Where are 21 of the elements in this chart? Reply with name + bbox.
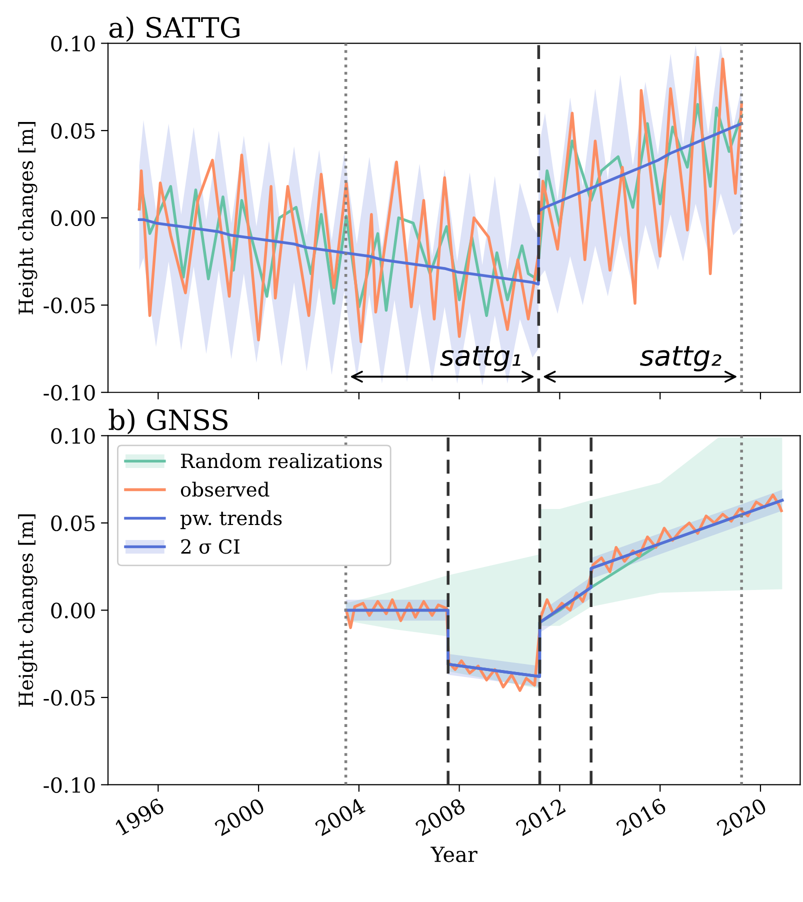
annotation: sattg₂	[640, 346, 722, 372]
y-tick-label: 0.00	[51, 210, 95, 226]
legend-label: Random realizations	[181, 453, 382, 468]
annotation: sattg₁	[440, 346, 520, 372]
y-tick-label: 0.00	[51, 602, 95, 618]
legend-label: 2 σ CI	[181, 539, 240, 554]
y-tick-label: -0.10	[44, 384, 95, 401]
y-tick-label: -0.05	[44, 298, 95, 314]
y-axis-title: Height changes [m]	[18, 122, 38, 314]
chart-title: b) GNSS	[108, 408, 228, 434]
y-axis-title: Height changes [m]	[18, 514, 38, 707]
legend-label: observed	[180, 482, 270, 497]
y-tick-label: 0.05	[51, 123, 95, 139]
y-tick-label: -0.05	[44, 690, 95, 706]
y-tick-label: -0.10	[44, 777, 95, 793]
y-tick-label: 0.10	[51, 428, 95, 444]
y-tick-label: 0.05	[51, 515, 95, 532]
x-axis-title: Year	[430, 846, 478, 862]
y-tick-label: 0.10	[51, 36, 95, 52]
legend-label: pw. trends	[180, 510, 282, 530]
chart-title: a) SATTG	[109, 16, 240, 42]
